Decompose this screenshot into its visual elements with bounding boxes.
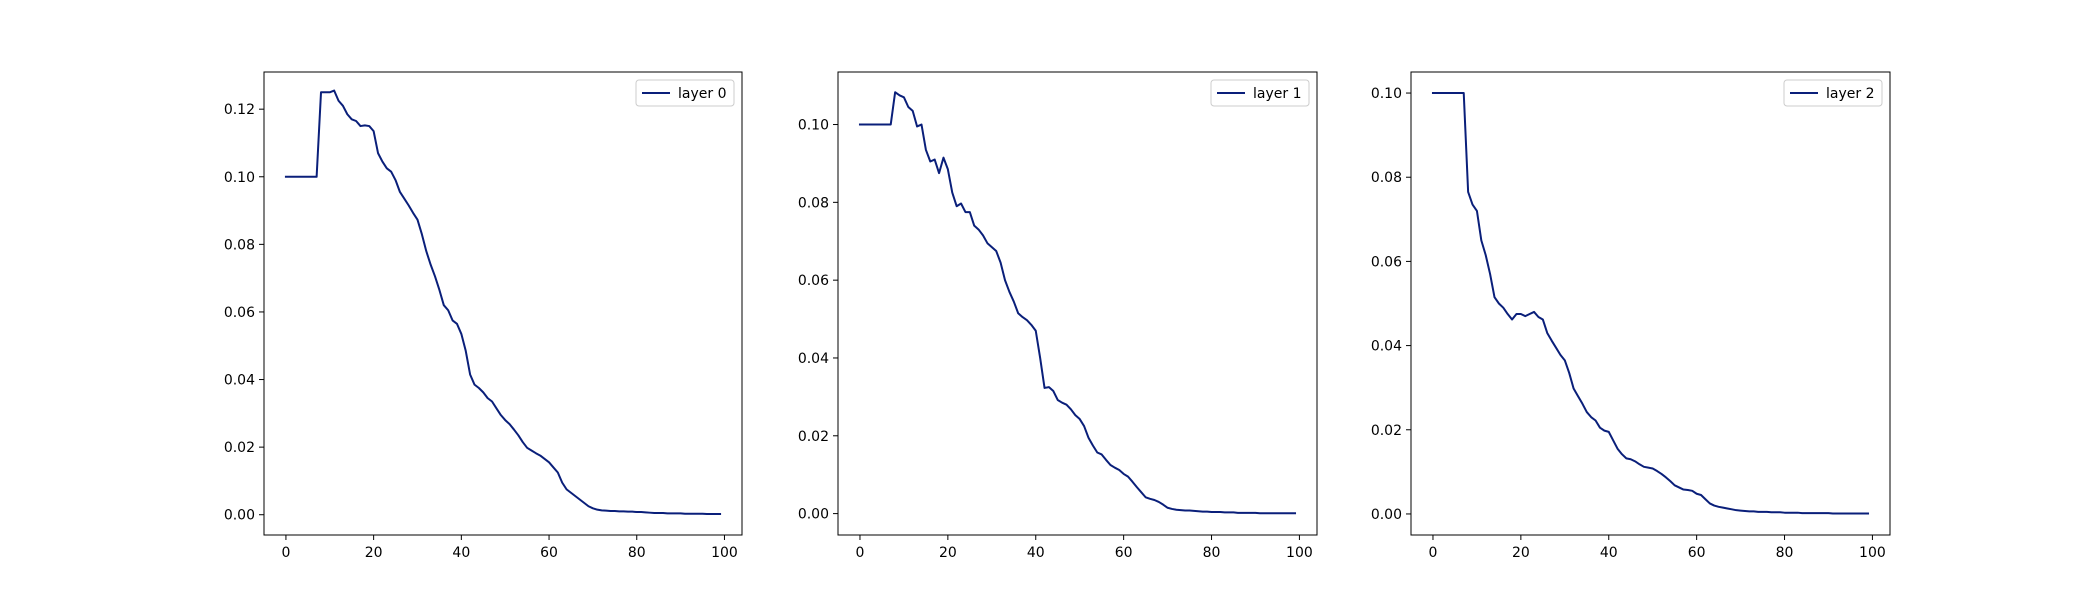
y-tick-label-1-4: 0.08 — [798, 195, 829, 211]
x-tick-label-1-5: 100 — [1286, 545, 1313, 561]
series-line-2-0 — [1431, 92, 1870, 515]
axes-frame-2 — [1410, 71, 1891, 536]
legend-label-2-0: layer 2 — [1826, 86, 1874, 102]
y-tick-label-0-5: 0.10 — [224, 170, 255, 186]
series-line-1-0 — [858, 91, 1297, 515]
y-tick-label-1-3: 0.06 — [798, 273, 829, 289]
y-tick-label-0-0: 0.00 — [224, 508, 255, 524]
x-tick-label-0-5: 100 — [711, 545, 738, 561]
x-tick-label-1-2: 40 — [1027, 545, 1045, 561]
y-tick-label-1-5: 0.10 — [798, 118, 829, 134]
y-tick-label-0-6: 0.12 — [224, 102, 255, 118]
legend-box-1 — [1210, 79, 1310, 107]
y-tick-label-0-4: 0.08 — [224, 237, 255, 253]
x-tick-label-1-0: 0 — [856, 545, 865, 561]
x-tick-label-2-4: 80 — [1776, 545, 1794, 561]
y-tick-label-2-5: 0.10 — [1371, 86, 1402, 102]
x-tick-label-1-4: 80 — [1203, 545, 1221, 561]
chart-panel-0: 0 20 40 60 80 100 0.00 0.02 0.04 0.06 0.08 0.10 0.12… — [224, 71, 743, 561]
x-tick-label-1-1: 20 — [939, 545, 957, 561]
y-tick-label-0-3: 0.06 — [224, 305, 255, 321]
x-tick-label-2-1: 20 — [1512, 545, 1530, 561]
x-tick-label-0-0: 0 — [281, 545, 290, 561]
chart-panel-1: 0 20 40 60 80 100 0.00 0.02 0.04 0.06 0.08 0.10 laye… — [798, 71, 1318, 561]
y-tick-label-2-0: 0.00 — [1371, 507, 1402, 523]
x-tick-label-0-3: 60 — [540, 545, 558, 561]
y-tick-label-2-3: 0.06 — [1371, 254, 1402, 270]
x-tick-label-2-3: 60 — [1688, 545, 1706, 561]
legend-1: layer 1 — [1210, 79, 1310, 107]
x-tick-label-1-3: 60 — [1115, 545, 1133, 561]
x-tick-label-0-4: 80 — [628, 545, 646, 561]
x-tick-label-0-2: 40 — [452, 545, 470, 561]
y-tick-label-0-1: 0.02 — [224, 440, 255, 456]
legend-label-0-0: layer 0 — [678, 86, 726, 102]
legend-2: layer 2 — [1783, 79, 1883, 107]
y-tick-label-2-2: 0.04 — [1371, 339, 1402, 355]
x-tick-label-2-2: 40 — [1600, 545, 1618, 561]
axes-frame-1 — [837, 71, 1318, 536]
axes-frame-0 — [263, 71, 743, 536]
legend-0: layer 0 — [635, 79, 735, 107]
y-tick-label-2-1: 0.02 — [1371, 423, 1402, 439]
y-tick-label-1-1: 0.02 — [798, 429, 829, 445]
y-tick-label-1-0: 0.00 — [798, 507, 829, 523]
x-tick-label-0-1: 20 — [365, 545, 383, 561]
y-tick-label-0-2: 0.04 — [224, 373, 255, 389]
chart-panel-2: 0 20 40 60 80 100 0.00 0.02 0.04 0.06 0.08 0.10 laye… — [1371, 71, 1891, 561]
series-line-0-0 — [284, 89, 722, 516]
y-tick-label-1-2: 0.04 — [798, 351, 829, 367]
x-tick-label-2-0: 0 — [1429, 545, 1438, 561]
legend-box-2 — [1783, 79, 1883, 107]
legend-label-1-0: layer 1 — [1253, 86, 1301, 102]
x-tick-label-2-5: 100 — [1859, 545, 1886, 561]
y-tick-label-2-4: 0.08 — [1371, 170, 1402, 186]
legend-box-0 — [635, 79, 735, 107]
